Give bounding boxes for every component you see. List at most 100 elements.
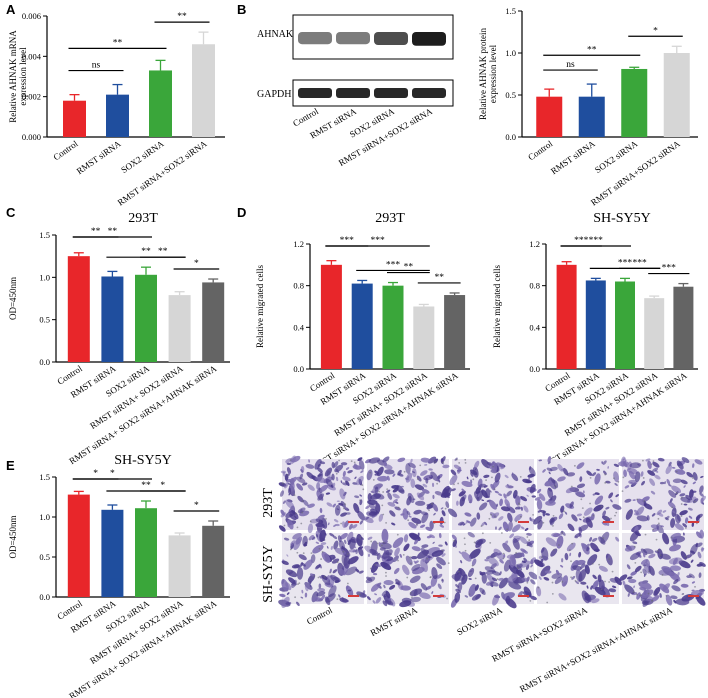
category-label: Control [526,138,555,162]
cell-stain [438,533,442,539]
cell-stain [345,566,358,576]
cell-stain [458,490,466,497]
cell-stain [365,516,369,520]
cell-stain [451,573,465,581]
membrane-pore [519,515,522,518]
cell-stain [485,488,491,499]
membrane-pore [295,512,297,515]
cell-stain [628,479,638,485]
membrane-pore [571,542,574,545]
cell-stain [355,548,359,555]
membrane-pore [386,488,389,491]
cell-stain [474,584,479,591]
cell-stain [420,457,431,463]
cell-stain [630,571,638,576]
cell-stain [392,473,396,477]
cell-stain [668,483,672,487]
membrane-pore [342,550,345,553]
cell-stain [329,532,335,537]
cell-stain [412,498,416,500]
cell-stain [383,580,394,586]
cell-stain [628,578,637,584]
cell-stain [414,560,419,564]
cell-stain [503,559,511,572]
cell-stain [347,556,359,565]
cell-stain [545,537,557,547]
cell-stain [412,471,416,474]
cell-stain [561,530,566,536]
micrograph-grid [278,455,706,609]
cell-stain [439,524,445,528]
blot-band-gapdh [374,88,408,98]
cell-stain [330,574,340,583]
cell-stain [581,590,590,604]
cell-stain [486,574,495,583]
cell-stain [432,541,435,544]
cell-stain [368,502,376,511]
bar [382,285,404,369]
membrane-pore [320,558,323,560]
cell-stain [415,500,426,506]
membrane-pore [642,477,645,479]
cell-stain [478,483,487,488]
cell-stain [432,494,435,500]
membrane-pore [526,544,529,547]
cell-stain [654,474,661,480]
cell-stain [656,523,664,535]
membrane-pore [613,477,615,480]
cell-stain [672,478,682,484]
cell-stain [314,459,322,470]
category-label: Control [51,138,80,162]
membrane-pore [551,592,554,595]
cell-stain [696,563,703,567]
membrane-pore [321,550,324,553]
membrane-pore [608,558,611,561]
membrane-pore [602,537,605,539]
cell-stain [413,539,419,545]
cell-stain [304,592,308,598]
y-tick-label: 0.006 [22,11,41,21]
membrane-pore [329,571,331,574]
cell-stain [315,522,325,528]
cell-stain [289,455,296,465]
cell-stain [469,548,481,559]
cell-stain [301,589,304,594]
cell-stain [634,565,642,573]
cell-stain [297,507,306,514]
cell-stain [494,472,501,483]
cell-stain [308,459,310,463]
membrane-pore [453,539,456,542]
significance-label: ** [91,227,101,237]
cell-stain [307,503,315,508]
cell-stain [624,545,636,552]
cell-stain [535,586,542,597]
membrane-pore [340,522,343,525]
membrane-pore [670,536,673,539]
cell-stain [666,479,671,485]
cell-stain [541,547,549,561]
cell-stain [455,588,462,594]
cell-stain [356,533,363,547]
cell-stain [357,546,364,550]
membrane-pore [506,528,509,531]
scale-bar [518,521,529,523]
cell-stain [429,476,433,479]
cell-stain [523,505,529,513]
cell-stain [636,515,649,522]
cell-stain [472,466,479,478]
cell-stain [560,468,565,471]
scale-bar [348,521,359,523]
significance-label: ns [566,60,575,70]
membrane-pore [415,523,418,526]
bar [444,295,466,369]
cell-stain [640,471,644,477]
cell-stain [491,570,501,576]
cell-stain [608,588,617,593]
cell-stain [372,600,376,604]
cell-stain [343,506,349,510]
bar [202,525,225,597]
bar [621,68,648,137]
cell-stain [340,480,343,484]
cell-stain [282,471,286,477]
cell-stain [345,467,350,470]
